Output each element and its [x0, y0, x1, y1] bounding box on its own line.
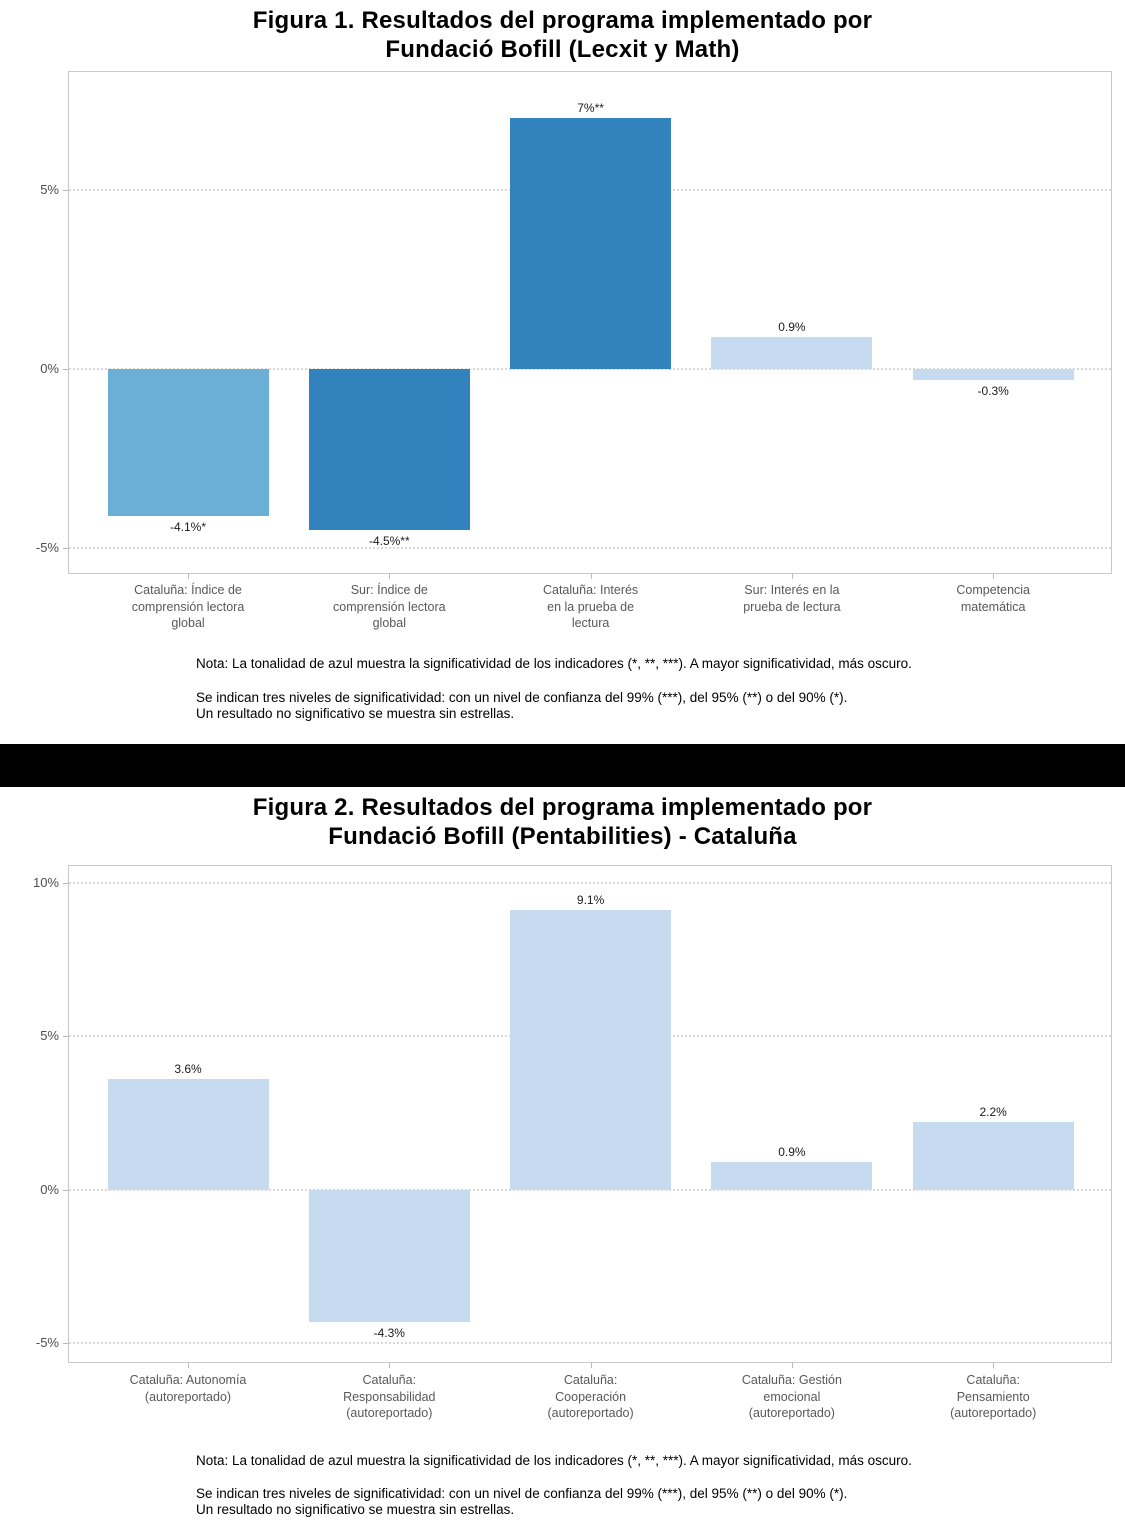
y-axis-tick — [63, 547, 68, 549]
x-axis-tick — [389, 1363, 391, 1368]
x-axis-tick — [791, 574, 793, 579]
x-category-label: Cataluña: Índice de comprensión lectora … — [131, 583, 245, 630]
y-axis-tick — [63, 1189, 68, 1191]
figure-1: Figura 1. Resultados del programa implem… — [0, 0, 1125, 744]
y-axis-tick — [63, 882, 68, 884]
x-axis-tick — [188, 574, 189, 579]
y-axis-tick — [63, 189, 68, 191]
bar-value-label: 2.2% — [979, 1104, 1007, 1119]
figure-1-note-significance-levels: Se indican tres niveles de significativi… — [196, 690, 848, 721]
bar — [510, 118, 672, 369]
x-axis-tick — [389, 574, 391, 579]
bar-value-label: 0.9% — [778, 1144, 806, 1159]
bar — [107, 368, 269, 516]
x-axis-tick — [993, 1363, 995, 1368]
bar-value-label: -4.3% — [373, 1325, 405, 1340]
y-axis-tick-label: -5% — [35, 539, 59, 555]
figure-2: Figura 2. Resultados del programa implem… — [0, 787, 1125, 1539]
bar — [711, 1161, 873, 1190]
y-axis-tick — [63, 1036, 68, 1037]
figure-1-note: Nota: La tonalidad de azul muestra la si… — [196, 656, 912, 671]
y-axis-tick-label: -5% — [35, 1335, 59, 1351]
figure-2-title: Figura 2. Resultados del programa implem… — [252, 794, 873, 850]
figure-2-bar-chart: 10% 5% 0% -5% 3.6% Cataluña: Autonomía (autor… — [0, 787, 1125, 1539]
bar-value-label: 3.6% — [174, 1061, 202, 1076]
gridline — [69, 1342, 1111, 1345]
bar-value-label: 0.9% — [778, 319, 806, 334]
x-axis-tick — [993, 574, 995, 579]
bar-value-label: -4.5%** — [368, 533, 410, 548]
y-axis-tick — [63, 1343, 68, 1345]
plot-panel — [68, 865, 1112, 1363]
y-axis-tick — [63, 368, 68, 370]
bar — [912, 368, 1074, 380]
bar-value-label: -0.3% — [977, 383, 1009, 398]
y-axis-tick-label: 5% — [40, 1028, 59, 1043]
x-category-label: Cataluña: Cooperación (autoreportado) — [547, 1373, 634, 1420]
bar — [107, 1078, 269, 1190]
figure-2-note-significance-levels: Se indican tres niveles de significativi… — [196, 1486, 848, 1517]
bar — [308, 1189, 470, 1322]
x-category-label: Cataluña: Responsabilidad (autoreportado… — [343, 1373, 436, 1420]
x-category-label: Sur: Interés en la prueba de lectura — [743, 583, 841, 614]
y-axis-tick-label: 0% — [40, 360, 59, 376]
x-category-label: Cataluña: Gestión emocional (autoreporta… — [741, 1373, 842, 1420]
figure-1-title: Figura 1. Resultados del programa implem… — [252, 7, 873, 63]
bar-value-label: -4.1%* — [169, 519, 207, 534]
redaction-band — [0, 744, 1125, 787]
figure-1-bar-chart: 5% 0% -5% -4.1%* Cataluña: Índice de compren… — [0, 0, 1125, 744]
y-axis-tick-label: 10% — [32, 874, 59, 890]
x-category-label: Competencia matemática — [956, 583, 1031, 614]
plot-panel — [68, 71, 1112, 574]
x-category-label: Cataluña: Pensamiento (autoreportado) — [950, 1373, 1037, 1420]
bar — [510, 910, 672, 1190]
y-axis-tick-label: 0% — [40, 1181, 59, 1197]
x-axis-tick — [188, 1363, 189, 1368]
gridline — [69, 1188, 1111, 1191]
x-axis-tick — [590, 574, 592, 579]
x-category-label: Cataluña: Autonomía (autoreportado) — [129, 1373, 247, 1404]
figure-2-note: Nota: La tonalidad de azul muestra la si… — [196, 1453, 912, 1468]
bar — [912, 1121, 1074, 1190]
bar — [711, 336, 873, 369]
x-category-label: Cataluña: Interés en la prueba de lectur… — [542, 583, 639, 630]
y-axis-tick-label: 5% — [40, 181, 59, 197]
x-axis-tick — [791, 1363, 793, 1368]
gridline — [69, 881, 1111, 884]
x-category-label: Sur: Índice de comprensión lectora globa… — [333, 583, 446, 630]
bar-value-label: 9.1% — [576, 893, 605, 908]
bar-value-label: 7%** — [577, 101, 604, 116]
bar — [308, 368, 470, 530]
x-axis-tick — [590, 1363, 592, 1368]
gridline — [69, 546, 1111, 549]
gridline — [69, 367, 1111, 370]
